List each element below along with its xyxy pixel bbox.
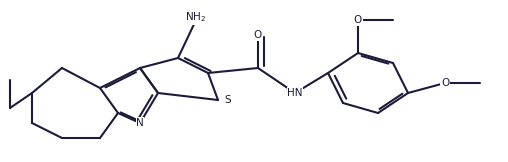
Text: NH$_2$: NH$_2$ — [185, 10, 207, 24]
Text: O: O — [441, 78, 449, 88]
Text: HN: HN — [287, 88, 303, 98]
Text: O: O — [354, 15, 362, 25]
Text: N: N — [136, 118, 144, 128]
Text: S: S — [225, 95, 231, 105]
Text: O: O — [254, 30, 262, 40]
